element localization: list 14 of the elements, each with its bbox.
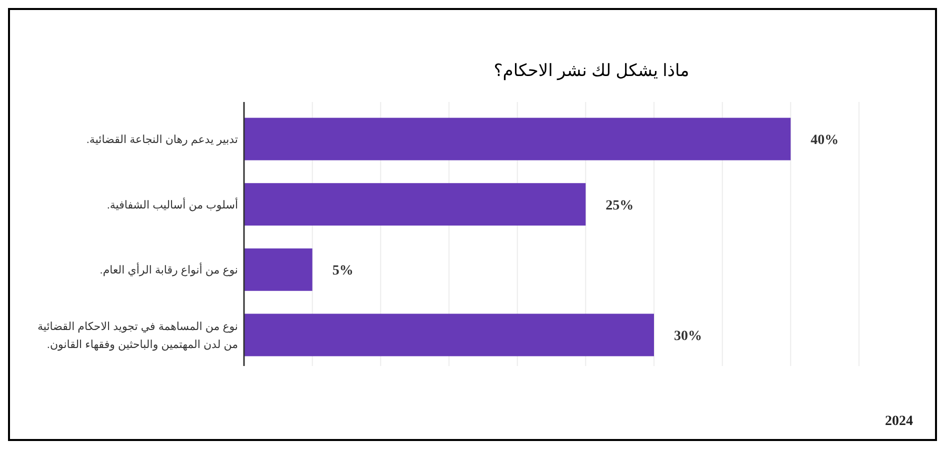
bar [244, 314, 654, 356]
chart-title: ماذا يشكل لك نشر الاحكام؟ [494, 61, 690, 81]
data-label: 5% [332, 264, 354, 279]
y-tick-label: نوع من المساهمة في تجويد الاحكام القضائية من لدن المهتمين والباحثين وفقهاء القانون. [37, 320, 238, 351]
data-label: 25% [606, 198, 634, 214]
y-tick-label: تدبير يدعم رهان النجاعة القضائية. [86, 134, 238, 146]
text: 2024 [885, 414, 913, 429]
y-tick-label: أسلوب من أساليب الشفافية. [106, 197, 238, 212]
bar [244, 183, 586, 226]
y-tick-label: نوع من أنواع رقابة الرأي العام. [100, 262, 238, 277]
data-label: 40% [810, 133, 839, 148]
data-label: 30% [674, 328, 702, 344]
bar [244, 248, 312, 291]
bar [244, 118, 791, 160]
